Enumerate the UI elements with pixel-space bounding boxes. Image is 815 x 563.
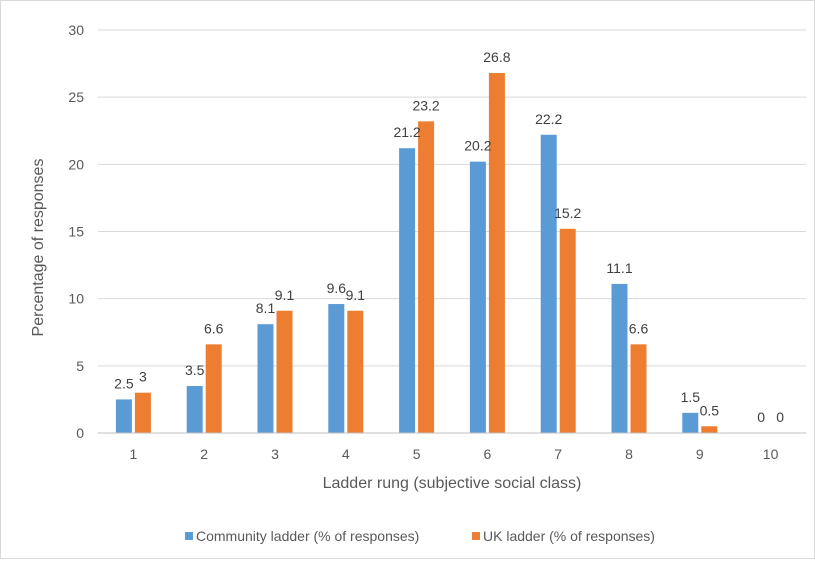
y-tick-label: 15 <box>68 224 84 240</box>
bar-series-0-cat-2 <box>186 385 203 433</box>
data-label: 9.6 <box>327 280 347 296</box>
x-tick-label: 8 <box>625 446 633 462</box>
x-tick-label: 1 <box>130 446 138 462</box>
data-labels: 2.5 3.5 8.1 9.6 21.2 20.2 22.2 11.1 1.5 0 3 6.6 9.1 9… <box>114 49 784 425</box>
y-tick-label: 5 <box>76 358 84 374</box>
x-tick-label: 6 <box>484 446 492 462</box>
x-tick-label: 5 <box>413 446 421 462</box>
bar-series-0-cat-3 <box>257 324 274 433</box>
legend-label-community: Community ladder (% of responses) <box>196 528 419 544</box>
x-tick-label: 10 <box>763 446 779 462</box>
data-label: 3.5 <box>185 362 205 378</box>
x-tick-label: 2 <box>200 446 208 462</box>
x-axis-ticks: 1 2 3 4 5 6 7 8 9 10 <box>130 446 779 462</box>
bar-series-1-cat-8 <box>630 344 647 433</box>
data-label: 6.6 <box>629 320 649 336</box>
bar-series-0-cat-5 <box>399 148 416 434</box>
legend-swatch-uk <box>472 532 480 540</box>
data-label: 0.5 <box>700 402 720 418</box>
y-axis-ticks: 0 5 10 15 20 25 30 <box>68 22 84 441</box>
data-label: 1.5 <box>681 389 701 405</box>
bar-series-1-cat-1 <box>134 392 151 433</box>
x-tick-label: 3 <box>271 446 279 462</box>
y-tick-label: 20 <box>68 156 84 172</box>
data-label: 26.8 <box>483 49 510 65</box>
x-tick-label: 7 <box>554 446 562 462</box>
bars <box>115 72 718 434</box>
legend-label-uk: UK ladder (% of responses) <box>483 528 655 544</box>
x-axis-title: Ladder rung (subjective social class) <box>323 475 582 492</box>
data-label: 8.1 <box>256 300 276 316</box>
y-tick-label: 10 <box>68 291 84 307</box>
y-tick-label: 0 <box>76 425 84 441</box>
data-label: 15.2 <box>554 205 581 221</box>
x-tick-label: 4 <box>342 446 350 462</box>
data-label: 20.2 <box>464 138 491 154</box>
y-tick-label: 30 <box>68 22 84 38</box>
data-label: 23.2 <box>412 97 439 113</box>
bar-series-1-cat-4 <box>347 310 364 433</box>
bar-series-1-cat-9 <box>701 426 718 433</box>
bar-series-0-cat-1 <box>115 399 132 433</box>
bar-series-1-cat-5 <box>418 121 435 433</box>
bar-series-0-cat-6 <box>469 161 486 433</box>
data-label: 9.1 <box>275 287 295 303</box>
data-label: 6.6 <box>204 320 224 336</box>
data-label: 0 <box>776 409 784 425</box>
data-label: 2.5 <box>114 375 134 391</box>
bar-series-0-cat-7 <box>540 134 557 433</box>
bar-series-0-cat-9 <box>682 412 699 433</box>
y-tick-label: 25 <box>68 89 84 105</box>
bar-series-0-cat-8 <box>611 283 628 433</box>
data-label: 22.2 <box>535 111 562 127</box>
data-label: 21.2 <box>393 124 420 140</box>
data-label: 3 <box>139 369 147 385</box>
x-tick-label: 9 <box>696 446 704 462</box>
y-axis-title: Percentage of responses <box>30 159 47 337</box>
bar-series-1-cat-2 <box>205 344 222 433</box>
data-label: 11.1 <box>606 260 632 276</box>
gridlines <box>98 29 806 367</box>
data-label: 0 <box>757 409 765 425</box>
bar-series-1-cat-6 <box>488 72 505 433</box>
bar-series-1-cat-3 <box>276 310 293 433</box>
legend-swatch-community <box>185 532 193 540</box>
bar-series-0-cat-4 <box>328 304 345 433</box>
legend: Community ladder (% of responses) UK lad… <box>185 528 655 544</box>
data-label: 9.1 <box>346 287 366 303</box>
bar-series-1-cat-7 <box>559 228 576 433</box>
